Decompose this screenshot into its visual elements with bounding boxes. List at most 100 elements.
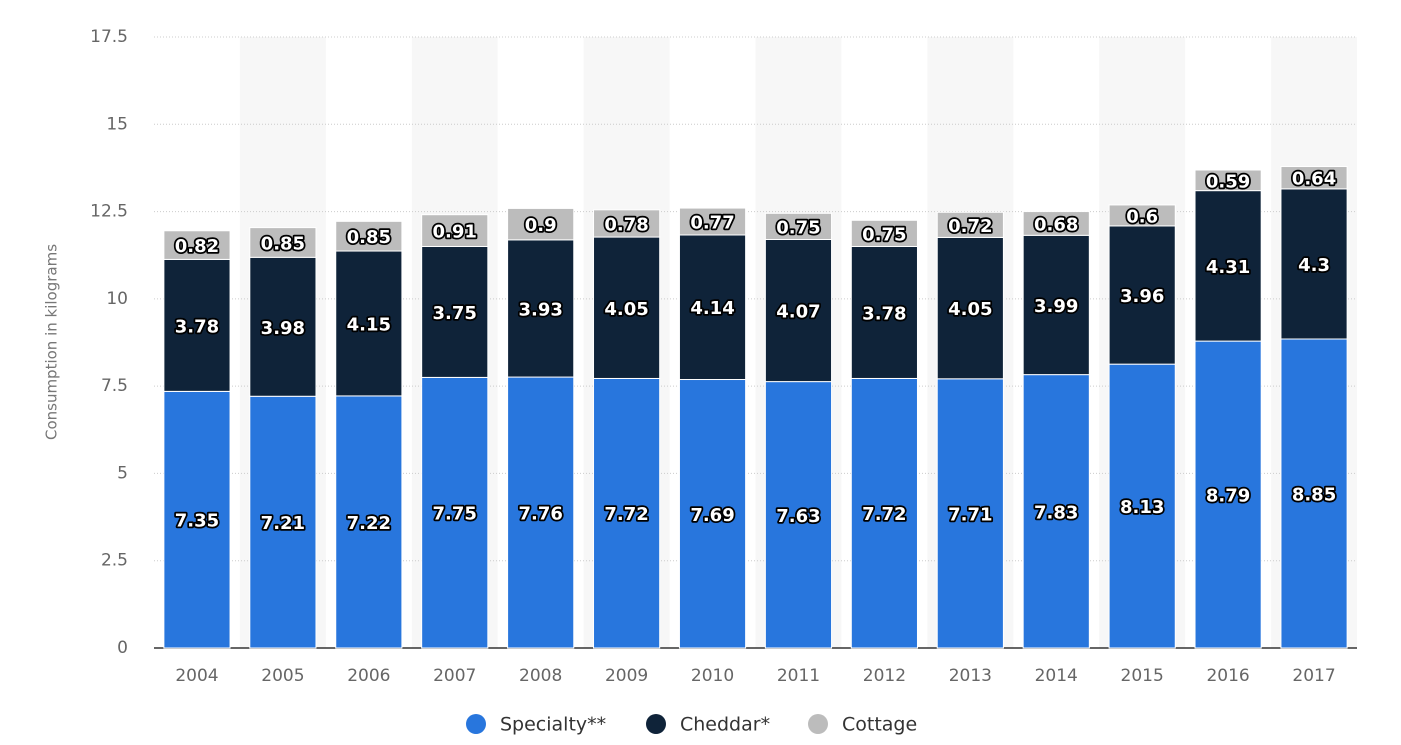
x-tick-label: 2014 xyxy=(1035,666,1078,686)
x-tick-label: 2016 xyxy=(1206,666,1249,686)
data-label: 8.85 xyxy=(1292,485,1336,506)
bar-segment xyxy=(764,212,833,241)
bar-segment xyxy=(850,377,918,649)
data-label: 4.05 xyxy=(948,299,992,320)
bar-segment xyxy=(936,236,1004,380)
data-label: 0.68 xyxy=(1034,214,1078,235)
data-label: 0.85 xyxy=(347,227,391,248)
bar-segment xyxy=(421,214,489,247)
data-label: 0.82 xyxy=(175,236,219,257)
bar-segment xyxy=(163,258,231,392)
data-label: 4.15 xyxy=(347,314,391,335)
data-label: 4.31 xyxy=(1206,257,1250,278)
x-tick-label: 2006 xyxy=(347,666,390,686)
bar-segment xyxy=(1108,363,1176,649)
bar-segment xyxy=(163,230,231,260)
x-tick-label: 2010 xyxy=(691,666,734,686)
data-label: 3.93 xyxy=(518,299,562,320)
bar-segment xyxy=(507,239,575,378)
x-tick-label: 2012 xyxy=(863,666,906,686)
y-tick-label: 7.5 xyxy=(101,376,128,396)
data-label: 0.59 xyxy=(1206,171,1250,192)
data-label: 3.99 xyxy=(1034,296,1078,317)
bar-segment xyxy=(1022,211,1090,236)
x-tick-label: 2005 xyxy=(261,666,304,686)
bar-segment xyxy=(678,207,747,236)
data-label: 7.72 xyxy=(862,504,906,525)
data-label: 7.22 xyxy=(347,513,391,534)
legend-label: Specialty** xyxy=(500,714,606,736)
y-tick-label: 15 xyxy=(106,114,128,134)
bar-segment xyxy=(335,220,403,252)
bar-segment xyxy=(335,250,403,397)
x-tick-label: 2011 xyxy=(777,666,820,686)
legend-label: Cheddar* xyxy=(680,714,770,736)
bar-segment xyxy=(1280,338,1348,649)
data-label: 7.21 xyxy=(261,513,305,534)
data-label: 3.75 xyxy=(433,303,477,324)
data-label: 7.35 xyxy=(175,511,219,532)
bar-segment xyxy=(1108,204,1176,227)
x-tick-label: 2017 xyxy=(1292,666,1335,686)
data-label: 7.83 xyxy=(1034,502,1078,523)
bar-segment xyxy=(335,395,403,649)
bar-segment xyxy=(1280,166,1348,190)
legend-marker xyxy=(466,714,486,734)
y-axis-title: Consumption in kilograms xyxy=(43,244,61,440)
data-label: 0.91 xyxy=(433,222,477,243)
bar-segment xyxy=(1194,169,1262,192)
bar-segment xyxy=(593,377,661,649)
data-label: 0.77 xyxy=(690,213,734,234)
bar-segment xyxy=(249,227,317,258)
x-tick-label: 2015 xyxy=(1121,666,1164,686)
legend-marker xyxy=(808,714,828,734)
data-label: 4.3 xyxy=(1298,255,1330,276)
data-label: 7.63 xyxy=(776,506,820,527)
data-label: 7.71 xyxy=(948,504,992,525)
data-label: 4.14 xyxy=(690,298,734,319)
data-label: 0.6 xyxy=(1126,206,1158,227)
bar-segment xyxy=(249,256,317,397)
data-label: 3.96 xyxy=(1120,286,1164,307)
x-tick-label: 2004 xyxy=(175,666,218,686)
data-label: 0.85 xyxy=(261,233,305,254)
data-label: 7.72 xyxy=(604,504,648,525)
data-label: 0.9 xyxy=(525,215,557,236)
x-tick-label: 2007 xyxy=(433,666,476,686)
y-tick-label: 2.5 xyxy=(101,551,128,571)
y-tick-label: 0 xyxy=(117,638,128,658)
bar-segment xyxy=(1022,374,1090,649)
data-label: 0.75 xyxy=(862,224,906,245)
legend-marker xyxy=(646,714,666,734)
bar-segment xyxy=(507,376,575,649)
data-label: 0.64 xyxy=(1292,169,1336,190)
bar-segment xyxy=(936,211,1004,238)
data-label: 0.72 xyxy=(948,216,992,237)
bar-segment xyxy=(593,236,661,379)
data-label: 7.76 xyxy=(518,504,562,525)
legend-label: Cottage xyxy=(842,714,917,736)
bar-segment xyxy=(249,395,317,649)
bar-segment xyxy=(421,376,489,649)
x-tick-label: 2009 xyxy=(605,666,648,686)
data-label: 4.07 xyxy=(776,302,820,323)
bar-segment xyxy=(850,219,918,247)
bar-segment xyxy=(507,207,575,241)
data-label: 0.78 xyxy=(604,214,648,235)
bar-segment xyxy=(421,245,489,378)
data-label: 7.69 xyxy=(690,505,734,526)
data-label: 3.78 xyxy=(862,303,906,324)
y-tick-label: 5 xyxy=(117,463,128,483)
y-tick-label: 17.5 xyxy=(90,27,128,47)
bar-segment xyxy=(1194,340,1262,649)
data-label: 8.79 xyxy=(1206,486,1250,507)
bar-segment xyxy=(1022,234,1090,376)
bar-segment xyxy=(678,234,747,381)
data-label: 3.78 xyxy=(175,316,219,337)
data-label: 0.75 xyxy=(776,217,820,238)
x-tick-label: 2013 xyxy=(949,666,992,686)
bar-segment xyxy=(850,245,918,379)
bar-segment xyxy=(936,378,1004,649)
x-tick-label: 2008 xyxy=(519,666,562,686)
y-tick-label: 12.5 xyxy=(90,202,128,222)
